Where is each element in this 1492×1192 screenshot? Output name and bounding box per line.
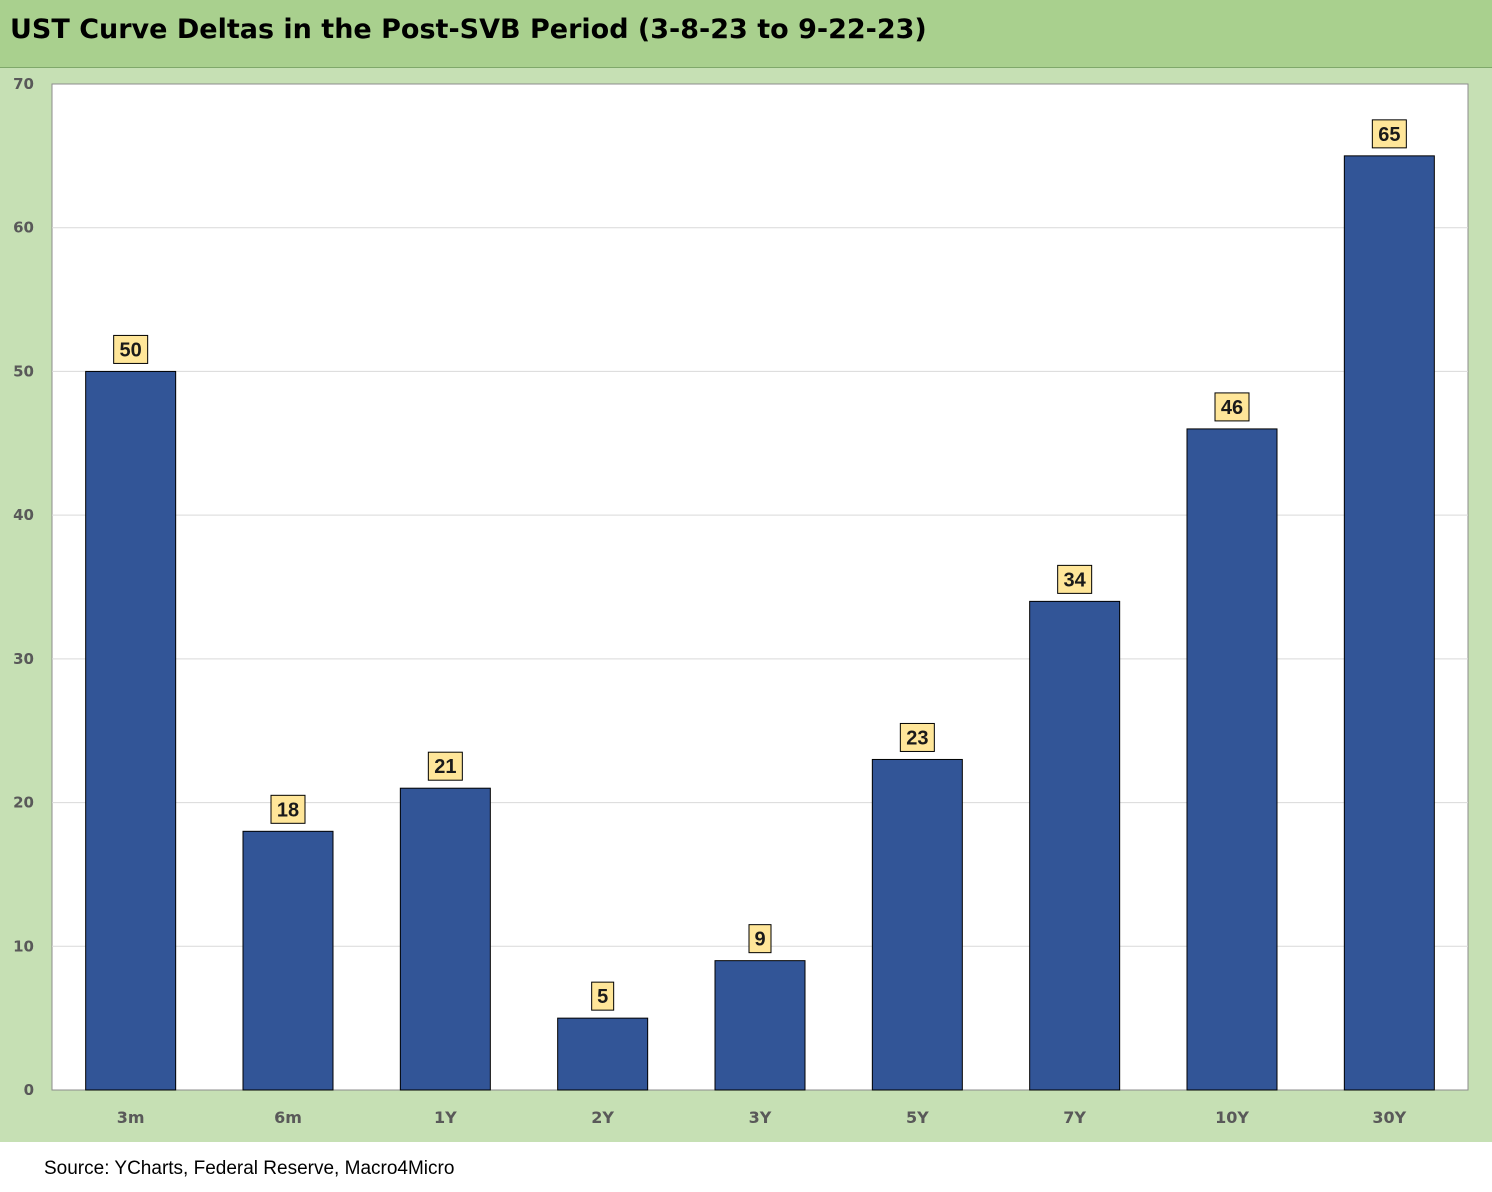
chart-title: UST Curve Deltas in the Post-SVB Period …	[10, 14, 927, 45]
data-label-box	[113, 334, 149, 364]
bar-chart: 0 10 20 30 40 50 60 70 50 18 21 5 9 23 34 46 65 3m 6m 1Y 2…	[13, 75, 1469, 1127]
x-category-label: 1Y	[434, 1108, 457, 1127]
data-label: 5	[597, 986, 608, 1008]
x-category-label: 30Y	[1372, 1108, 1406, 1127]
data-label: 50	[120, 339, 142, 361]
y-tick-label: 20	[13, 794, 34, 812]
bar-2y	[557, 1017, 649, 1091]
x-axis-categories: 3m 6m 1Y 2Y 3Y 5Y 7Y 10Y 30Y	[117, 1108, 1407, 1127]
data-label: 23	[906, 727, 928, 749]
x-category-label: 6m	[274, 1108, 302, 1127]
data-label: 46	[1221, 397, 1243, 419]
data-label-box	[270, 794, 306, 824]
data-label: 65	[1378, 124, 1400, 146]
x-category-label: 5Y	[906, 1108, 929, 1127]
data-label-box	[1371, 119, 1407, 149]
y-tick-label: 50	[13, 362, 34, 380]
y-tick-label: 40	[13, 506, 34, 524]
data-label-box	[591, 981, 615, 1011]
bar-7y	[1029, 600, 1121, 1091]
data-label-box	[748, 924, 772, 954]
data-labels: 50 18 21 5 9 23 34 46 65	[113, 119, 1407, 1011]
x-category-label: 7Y	[1063, 1108, 1086, 1127]
bar-30y	[1343, 155, 1435, 1091]
data-label: 9	[754, 929, 765, 951]
y-axis-ticks: 0 10 20 30 40 50 60 70	[13, 75, 34, 1099]
bar-3y	[714, 960, 806, 1091]
y-tick-label: 60	[13, 219, 34, 237]
x-category-label: 3Y	[749, 1108, 772, 1127]
data-label-box	[427, 751, 463, 781]
bar-10y	[1186, 428, 1278, 1091]
data-label: 18	[277, 799, 299, 821]
data-label-box	[1057, 564, 1093, 594]
x-category-label: 2Y	[591, 1108, 614, 1127]
y-tick-label: 70	[13, 75, 34, 93]
bar-6m	[242, 830, 334, 1091]
bars	[85, 155, 1435, 1091]
data-label: 21	[434, 756, 456, 778]
footer: Source: YCharts, Federal Reserve, Macro4…	[0, 1142, 1492, 1192]
source-note: Source: YCharts, Federal Reserve, Macro4…	[44, 1158, 455, 1179]
x-category-label: 3m	[117, 1108, 145, 1127]
title-bar: UST Curve Deltas in the Post-SVB Period …	[0, 0, 1492, 68]
bar-1y	[399, 787, 491, 1091]
y-tick-label: 0	[24, 1081, 34, 1099]
y-tick-label: 30	[13, 650, 34, 668]
data-label-box	[899, 722, 935, 752]
bar-5y	[871, 758, 963, 1091]
y-tick-label: 10	[13, 937, 34, 955]
x-category-label: 10Y	[1215, 1108, 1249, 1127]
bar-3m	[85, 370, 177, 1091]
data-label: 34	[1064, 569, 1087, 591]
data-label-box	[1214, 392, 1250, 422]
